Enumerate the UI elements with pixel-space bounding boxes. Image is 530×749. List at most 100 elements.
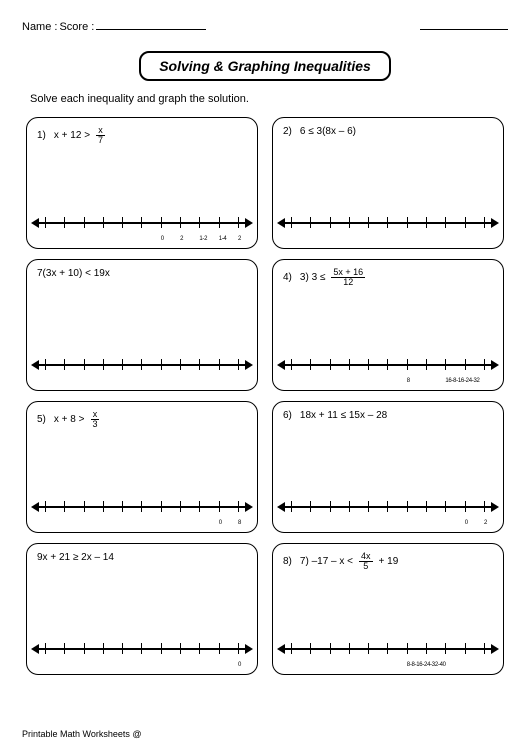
tick-mark bbox=[141, 217, 142, 228]
numberline-wrap: 021-21-424240 bbox=[33, 212, 251, 240]
name-label: Name : bbox=[22, 21, 57, 33]
tick-mark bbox=[349, 501, 350, 512]
tick-mark bbox=[426, 501, 427, 512]
problem-grid: 1)x + 12 >x7021-21-4242402)6 ≤ 3(8x – 6)… bbox=[22, 117, 508, 675]
tick-mark bbox=[291, 359, 292, 370]
axis-label bbox=[426, 520, 427, 526]
axis-label: 1-2 bbox=[199, 236, 200, 242]
problem-number: 5) bbox=[37, 414, 46, 425]
axis-label bbox=[484, 378, 485, 384]
axis-label bbox=[257, 378, 258, 384]
numberline-wrap: 02652-26-52-7878 bbox=[279, 496, 497, 524]
axis-label: 8-8-16-24-32-40 bbox=[407, 662, 408, 668]
tick-mark bbox=[291, 501, 292, 512]
axis-label bbox=[388, 662, 389, 668]
expr-text: x + 8 > bbox=[54, 414, 85, 425]
tick-mark bbox=[161, 643, 162, 654]
tick-mark bbox=[122, 359, 123, 370]
tick-mark bbox=[484, 501, 485, 512]
fraction: 5x + 1612 bbox=[331, 268, 365, 287]
numberline: 02652-26-52-7878 bbox=[279, 496, 497, 524]
tick-mark bbox=[161, 359, 162, 370]
tick-mark bbox=[180, 643, 181, 654]
axis-label: 2 bbox=[484, 520, 485, 526]
problem-number: 6) bbox=[283, 410, 292, 421]
axis-label bbox=[180, 520, 181, 526]
tick-mark bbox=[445, 501, 446, 512]
problem-card: 2)6 ≤ 3(8x – 6) bbox=[272, 117, 504, 249]
tick-mark bbox=[141, 501, 142, 512]
tick-mark bbox=[180, 359, 181, 370]
problem-expression: 9x + 21 ≥ 2x – 14 bbox=[37, 552, 247, 563]
score-underline[interactable] bbox=[420, 18, 508, 30]
tick-mark bbox=[219, 359, 220, 370]
axis-label bbox=[161, 520, 162, 526]
axis-labels: 021-21-424240 bbox=[45, 236, 239, 242]
axis-label bbox=[426, 662, 427, 668]
problem-number: 1) bbox=[37, 130, 46, 141]
axis-labels: 02-2-4-6-8-100 bbox=[45, 662, 239, 668]
expr-text: 9x + 21 ≥ 2x – 14 bbox=[37, 552, 114, 563]
tick-mark bbox=[330, 643, 331, 654]
arrow-right-icon bbox=[245, 502, 253, 512]
arrow-left-icon bbox=[277, 218, 285, 228]
numberline: 816-8-16-24-32 bbox=[279, 354, 497, 382]
tick-mark bbox=[122, 217, 123, 228]
tick-mark bbox=[387, 217, 388, 228]
tick-group bbox=[45, 359, 239, 370]
tick-group bbox=[291, 501, 485, 512]
axis-labels: 0 bbox=[45, 378, 239, 384]
tick-mark bbox=[310, 359, 311, 370]
axis-label bbox=[257, 662, 258, 668]
tick-group bbox=[45, 643, 239, 654]
tick-mark bbox=[484, 217, 485, 228]
problem-card: 4)3) 3 ≤5x + 1612816-8-16-24-32 bbox=[272, 259, 504, 391]
tick-mark bbox=[199, 359, 200, 370]
arrow-left-icon bbox=[31, 360, 39, 370]
axis-label bbox=[484, 662, 485, 668]
tick-mark bbox=[465, 359, 466, 370]
expr-text: 18x + 11 ≤ 15x – 28 bbox=[300, 410, 387, 421]
tick-mark bbox=[330, 217, 331, 228]
axis-label bbox=[199, 662, 200, 668]
tick-mark bbox=[387, 359, 388, 370]
tick-mark bbox=[141, 643, 142, 654]
tick-group bbox=[291, 359, 485, 370]
arrow-left-icon bbox=[277, 502, 285, 512]
tick-mark bbox=[45, 643, 46, 654]
arrow-right-icon bbox=[491, 360, 499, 370]
axis-label bbox=[465, 378, 466, 384]
problem-number: 8) bbox=[283, 556, 292, 567]
axis-label bbox=[407, 520, 408, 526]
tick-mark bbox=[64, 643, 65, 654]
arrow-right-icon bbox=[245, 360, 253, 370]
tick-mark bbox=[349, 217, 350, 228]
title-wrap: Solving & Graphing Inequalities bbox=[22, 51, 508, 81]
arrow-right-icon bbox=[491, 218, 499, 228]
axis-label: 8 bbox=[238, 520, 239, 526]
tick-mark bbox=[199, 217, 200, 228]
page-title: Solving & Graphing Inequalities bbox=[139, 51, 391, 81]
tick-group bbox=[45, 217, 239, 228]
axis-label: 6 bbox=[503, 520, 504, 526]
tick-mark bbox=[368, 643, 369, 654]
axis-label bbox=[445, 662, 446, 668]
tick-mark bbox=[445, 359, 446, 370]
expr-text: 3) 3 ≤ bbox=[300, 272, 326, 283]
axis-labels: 8-8-16-24-32-40 bbox=[291, 662, 485, 668]
axis-label: 4 bbox=[257, 236, 258, 242]
numberline: 021-21-424240 bbox=[33, 212, 251, 240]
axis-label: 0 bbox=[219, 520, 220, 526]
numberline: 02-2-4-6-8-100 bbox=[33, 638, 251, 666]
arrow-right-icon bbox=[491, 502, 499, 512]
tick-mark bbox=[103, 217, 104, 228]
tick-mark bbox=[199, 643, 200, 654]
name-score-group: Name : Score : bbox=[22, 18, 206, 33]
tick-mark bbox=[161, 501, 162, 512]
axis-label bbox=[199, 378, 200, 384]
axis-label bbox=[445, 520, 446, 526]
name-underline[interactable] bbox=[96, 18, 206, 30]
axis-label bbox=[503, 378, 504, 384]
numberline: 8-8-16-24-32-40 bbox=[279, 638, 497, 666]
expr-text-post: + 19 bbox=[379, 556, 399, 567]
